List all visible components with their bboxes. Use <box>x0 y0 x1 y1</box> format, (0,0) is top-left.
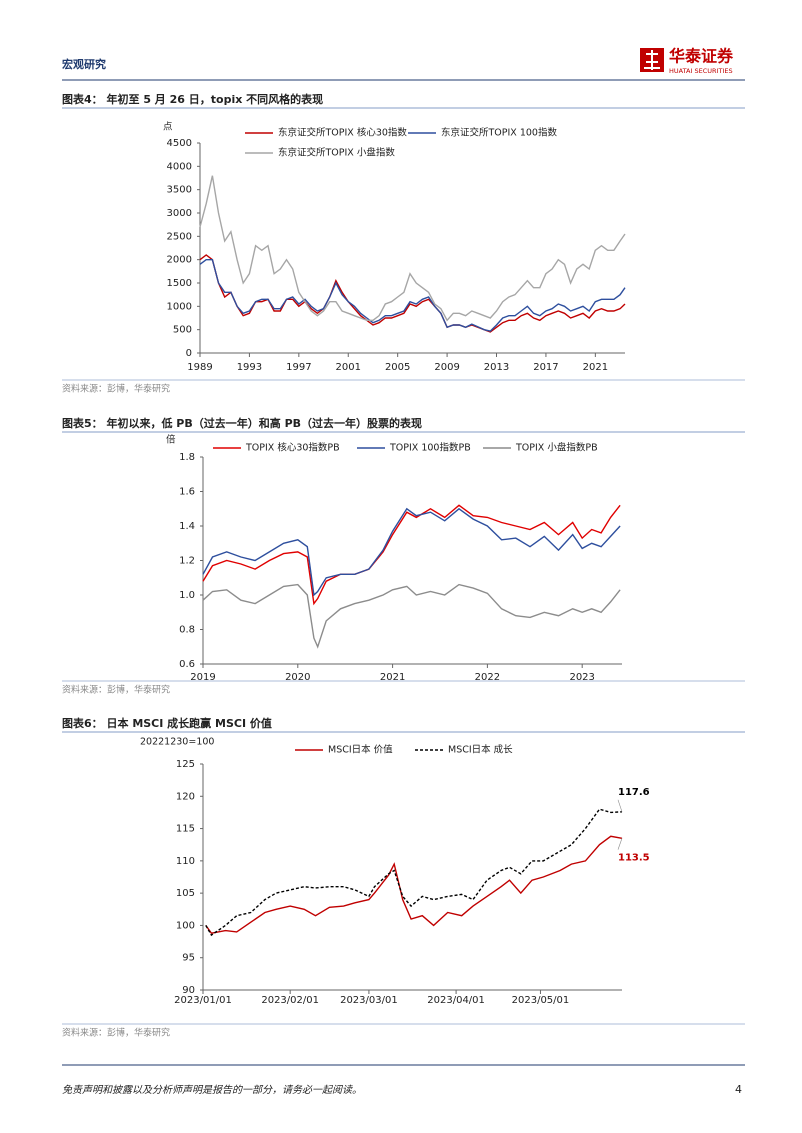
legend-label: TOPIX 100指数PB <box>389 442 471 454</box>
y-tick-label: 1.8 <box>179 452 195 463</box>
legend-label: 东京证交所TOPIX 100指数 <box>441 127 557 139</box>
x-tick-label: 2009 <box>434 362 459 373</box>
x-tick-label: 1993 <box>237 362 262 373</box>
y-tick-label: 115 <box>176 824 195 835</box>
x-tick-label: 2021 <box>583 362 608 373</box>
disclaimer: 免责声明和披露以及分析师声明是报告的一部分，请务必一起阅读。 <box>62 1084 362 1096</box>
y-tick-label: 90 <box>182 985 195 996</box>
y-tick-label: 95 <box>182 953 195 964</box>
legend-label: TOPIX 小盘指数PB <box>515 442 598 454</box>
y-tick-label: 0.8 <box>179 625 195 636</box>
y-tick-label: 1.4 <box>179 521 195 532</box>
x-tick-label: 2023/02/01 <box>261 995 319 1006</box>
legend-label: MSCI日本 价值 <box>328 744 393 756</box>
y-tick-label: 0 <box>186 348 192 359</box>
series-line <box>199 259 626 332</box>
series-line <box>205 835 623 934</box>
y-tick-label: 3500 <box>167 185 192 196</box>
end-label-leader <box>617 799 623 812</box>
legend-label: 东京证交所TOPIX 核心30指数 <box>278 127 407 139</box>
section: 宏观研究 <box>62 57 106 71</box>
y-tick-label: 1.6 <box>179 487 195 498</box>
x-tick-label: 1989 <box>187 362 212 373</box>
page-number: 4 <box>735 1083 742 1096</box>
y-axis-label: 倍 <box>166 434 176 446</box>
x-tick-label: 2021 <box>380 672 405 683</box>
series-line <box>199 254 626 333</box>
y-tick-label: 100 <box>176 920 195 931</box>
x-tick-label: 2013 <box>484 362 509 373</box>
y-tick-label: 2500 <box>167 231 192 242</box>
end-label-leader <box>617 838 623 850</box>
x-tick-label: 2023 <box>569 672 594 683</box>
y-tick-label: 4000 <box>167 161 192 172</box>
legend-label: 东京证交所TOPIX 小盘指数 <box>278 147 395 159</box>
source: 资料来源：彭博，华泰研究 <box>62 1027 170 1039</box>
y-axis-label: 20221230=100 <box>140 737 214 748</box>
x-tick-label: 2023/05/01 <box>512 995 570 1006</box>
y-tick-label: 120 <box>176 791 195 802</box>
series-line <box>205 808 623 937</box>
x-tick-label: 1997 <box>286 362 311 373</box>
x-tick-label: 2017 <box>533 362 558 373</box>
figure-title: 图表6： 日本 MSCI 成长跑赢 MSCI 价值 <box>62 716 272 730</box>
end-label: 113.5 <box>618 852 650 863</box>
source: 资料来源：彭博，华泰研究 <box>62 684 170 696</box>
figure-title: 图表4： 年初至 5 月 26 日，topix 不同风格的表现 <box>62 92 323 106</box>
y-tick-label: 1.0 <box>179 590 195 601</box>
y-tick-label: 3000 <box>167 208 192 219</box>
y-tick-label: 125 <box>176 759 195 770</box>
y-tick-label: 110 <box>176 856 195 867</box>
end-label: 117.6 <box>618 787 650 798</box>
series-line <box>199 175 626 322</box>
x-tick-label: 2022 <box>475 672 500 683</box>
y-tick-label: 1500 <box>167 278 192 289</box>
x-tick-label: 2005 <box>385 362 410 373</box>
legend-label: TOPIX 核心30指数PB <box>245 442 340 454</box>
source: 资料来源：彭博，华泰研究 <box>62 383 170 395</box>
figure-title: 图表5： 年初以来，低 PB（过去一年）和高 PB（过去一年）股票的表现 <box>62 416 422 430</box>
x-tick-label: 2023/01/01 <box>174 995 232 1006</box>
y-tick-label: 500 <box>173 325 192 336</box>
x-tick-label: 2023/03/01 <box>340 995 398 1006</box>
y-tick-label: 2000 <box>167 255 192 266</box>
legend-label: MSCI日本 成长 <box>448 744 513 756</box>
logo-text: 华泰证券 <box>669 47 734 66</box>
y-tick-label: 1000 <box>167 301 192 312</box>
y-tick-label: 0.6 <box>179 659 195 670</box>
x-tick-label: 2023/04/01 <box>427 995 485 1006</box>
series-line <box>202 507 621 597</box>
logo: 华泰证券 HUATAI SECURITIES <box>640 47 734 75</box>
x-tick-label: 2020 <box>285 672 310 683</box>
x-tick-label: 2019 <box>190 672 215 683</box>
logo-subtext: HUATAI SECURITIES <box>669 67 733 75</box>
series-line <box>202 583 621 649</box>
series-line <box>202 504 621 606</box>
y-tick-label: 1.2 <box>179 556 195 567</box>
logo-glyph <box>644 50 660 70</box>
y-tick-label: 4500 <box>167 138 192 149</box>
y-tick-label: 105 <box>176 888 195 899</box>
x-tick-label: 2001 <box>336 362 361 373</box>
y-axis-label: 点 <box>163 122 173 133</box>
